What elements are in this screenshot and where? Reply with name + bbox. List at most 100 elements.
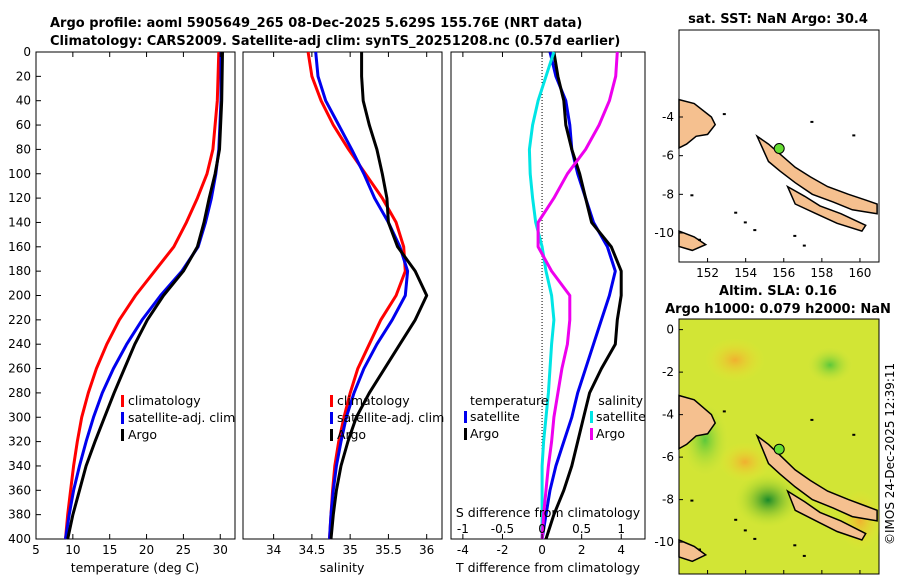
difference-series-temperature-argo: [544, 51, 623, 540]
sla-map-ytick-label: -2: [662, 365, 674, 379]
depth-ytick-label: 280: [8, 386, 31, 400]
salinity-xtick-label: 34: [266, 543, 281, 557]
temperature-series-climatology: [64, 51, 221, 540]
depth-ytick-label: 300: [8, 410, 31, 424]
temperature-xtick-label: 25: [176, 543, 191, 557]
sla-map-ytick-label: -8: [662, 493, 674, 507]
salinity-series-climatology: [306, 51, 407, 540]
sla-map-xtick-label: 160: [848, 578, 871, 580]
difference-panel: -4 -2 0 2 4 -1 -0.5 0 0.5 1 S difference from cl…: [450, 51, 646, 575]
sst-map-xtick-label: 154: [734, 266, 757, 280]
depth-ytick-label: 400: [8, 532, 31, 546]
sst-map-coastline: [678, 98, 878, 252]
difference-xtick-label: 0: [538, 543, 546, 557]
sla-map-landmass: [786, 489, 867, 541]
depth-ytick-label: 360: [8, 483, 31, 497]
sla-high-anomaly-mid: [719, 442, 771, 482]
sla-map-island-dot: [734, 518, 738, 521]
temperature-legend-swatch-satellite: [121, 412, 124, 424]
difference-top-xtick-label: -1: [457, 522, 469, 536]
sla-map-ytick-label: -10: [654, 535, 674, 549]
sst-map-landmass: [786, 184, 867, 232]
sst-map-island-dot: [793, 234, 797, 237]
diff-legend-salinity-argo: Argo: [596, 426, 625, 441]
temperature-xtick-label: 20: [139, 543, 154, 557]
salinity-legend-swatch-argo: [330, 429, 333, 441]
sst-map-island-dot: [698, 238, 701, 241]
sst-map-ytick-label: -10: [654, 226, 674, 240]
depth-ytick-label: 320: [8, 435, 31, 449]
sla-map-xtick-label: 154: [734, 578, 757, 580]
sla-map-xtick-label: 156: [772, 578, 795, 580]
depth-ytick-label: 260: [8, 362, 31, 376]
salinity-xtick-label: 36: [419, 543, 434, 557]
sla-map-island-dot: [852, 433, 856, 436]
sst-map-island-dot: [810, 120, 814, 123]
temperature-legend-swatch-climatology: [121, 395, 124, 407]
sst-map-island-dot: [734, 211, 738, 214]
sst-map-island-dot: [852, 134, 856, 137]
depth-ytick-label: 100: [8, 167, 31, 181]
difference-legend-temperature: temperature satellite Argo: [464, 393, 549, 441]
depth-ytick-label: 340: [8, 459, 31, 473]
difference-top-xtick-label: 0: [538, 522, 546, 536]
temperature-legend-argo: Argo: [128, 427, 157, 442]
sst-map-ytick-label: -8: [662, 187, 674, 201]
sst-map-landmass: [678, 98, 717, 150]
sla-map-title: Altim. SLA: 0.16: [719, 284, 837, 299]
difference-legend-salinity: salinity satellite Argo: [590, 393, 646, 441]
depth-ytick-label: 380: [8, 508, 31, 522]
difference-series-temperature-satellite: [540, 51, 617, 540]
salinity-series-argo: [329, 52, 429, 540]
depth-ytick-label: 200: [8, 289, 31, 303]
diff-legend-temperature-swatch-argo: [464, 428, 467, 440]
sla-float-position-marker: [773, 443, 785, 455]
sla-map-island-dot: [793, 544, 797, 547]
temperature-xlabel: temperature (deg C): [71, 560, 200, 575]
depth-ytick-label: 80: [16, 142, 31, 156]
difference-series-salinity-satellite: [527, 51, 556, 539]
sla-map-xtick-label: 158: [810, 578, 833, 580]
sla-map-xtick-label: 152: [696, 578, 719, 580]
salinity-legend-satellite: satellite-adj. clim: [337, 410, 444, 425]
sst-map-landmass: [755, 134, 878, 215]
sla-map-island-dot: [722, 410, 726, 413]
depth-ytick-label: 120: [8, 191, 31, 205]
sla-map-landmass: [678, 538, 708, 563]
sla-low-anomaly-north: [805, 345, 855, 385]
salinity-legend-climatology: climatology: [337, 393, 410, 408]
salinity-panel: 34 34.5 35 35.5 36 salinity climatology sate…: [242, 51, 444, 575]
salinity-xtick-label: 35: [343, 543, 358, 557]
temperature-series-argo: [66, 51, 224, 540]
sst-map-island-dot: [802, 244, 806, 247]
sla-map-ytick-label: 0: [666, 323, 674, 337]
sla-map-island-dot: [753, 537, 757, 540]
sla-map-landmass: [755, 433, 878, 522]
sst-map-landmass: [678, 230, 708, 252]
difference-xlabel: T difference from climatology: [455, 560, 641, 575]
diff-legend-temperature-swatch-satellite: [464, 411, 467, 423]
temperature-xtick-label: 15: [102, 543, 117, 557]
sla-map-island-dot: [690, 499, 694, 502]
temperature-legend-satellite: satellite-adj. clim: [128, 410, 235, 425]
sst-map-xtick-label: 156: [772, 266, 795, 280]
difference-top-xlabel: S difference from climatology: [456, 505, 641, 520]
temperature-legend-climatology: climatology: [128, 393, 201, 408]
header-line-2: Climatology: CARS2009. Satellite-adj cli…: [50, 34, 620, 49]
depth-ytick-label: 20: [16, 69, 31, 83]
diff-legend-temperature-argo: Argo: [470, 426, 499, 441]
salinity-legend: climatology satellite-adj. clim Argo: [330, 393, 444, 442]
sst-map-island-dot: [690, 194, 694, 197]
difference-xtick-label: -2: [496, 543, 508, 557]
temperature-xtick-label: 30: [213, 543, 228, 557]
sst-map-panel: sat. SST: NaN Argo: 30.4 152 154 156 158 160…: [654, 12, 880, 280]
temperature-panel: 5 10 15 20 25 30 0 20 40 60 80 100 120 140 160 180 200 2…: [8, 45, 456, 575]
sst-map-island-dot: [722, 113, 726, 116]
temperature-legend-swatch-argo: [121, 429, 124, 441]
sla-low-anomaly: [734, 472, 802, 528]
salinity-xlabel: salinity: [320, 560, 365, 575]
sst-map-title: sat. SST: NaN Argo: 30.4: [688, 12, 868, 27]
temperature-legend: climatology satellite-adj. clim Argo: [121, 393, 235, 442]
salinity-xtick-label: 35.5: [375, 543, 402, 557]
